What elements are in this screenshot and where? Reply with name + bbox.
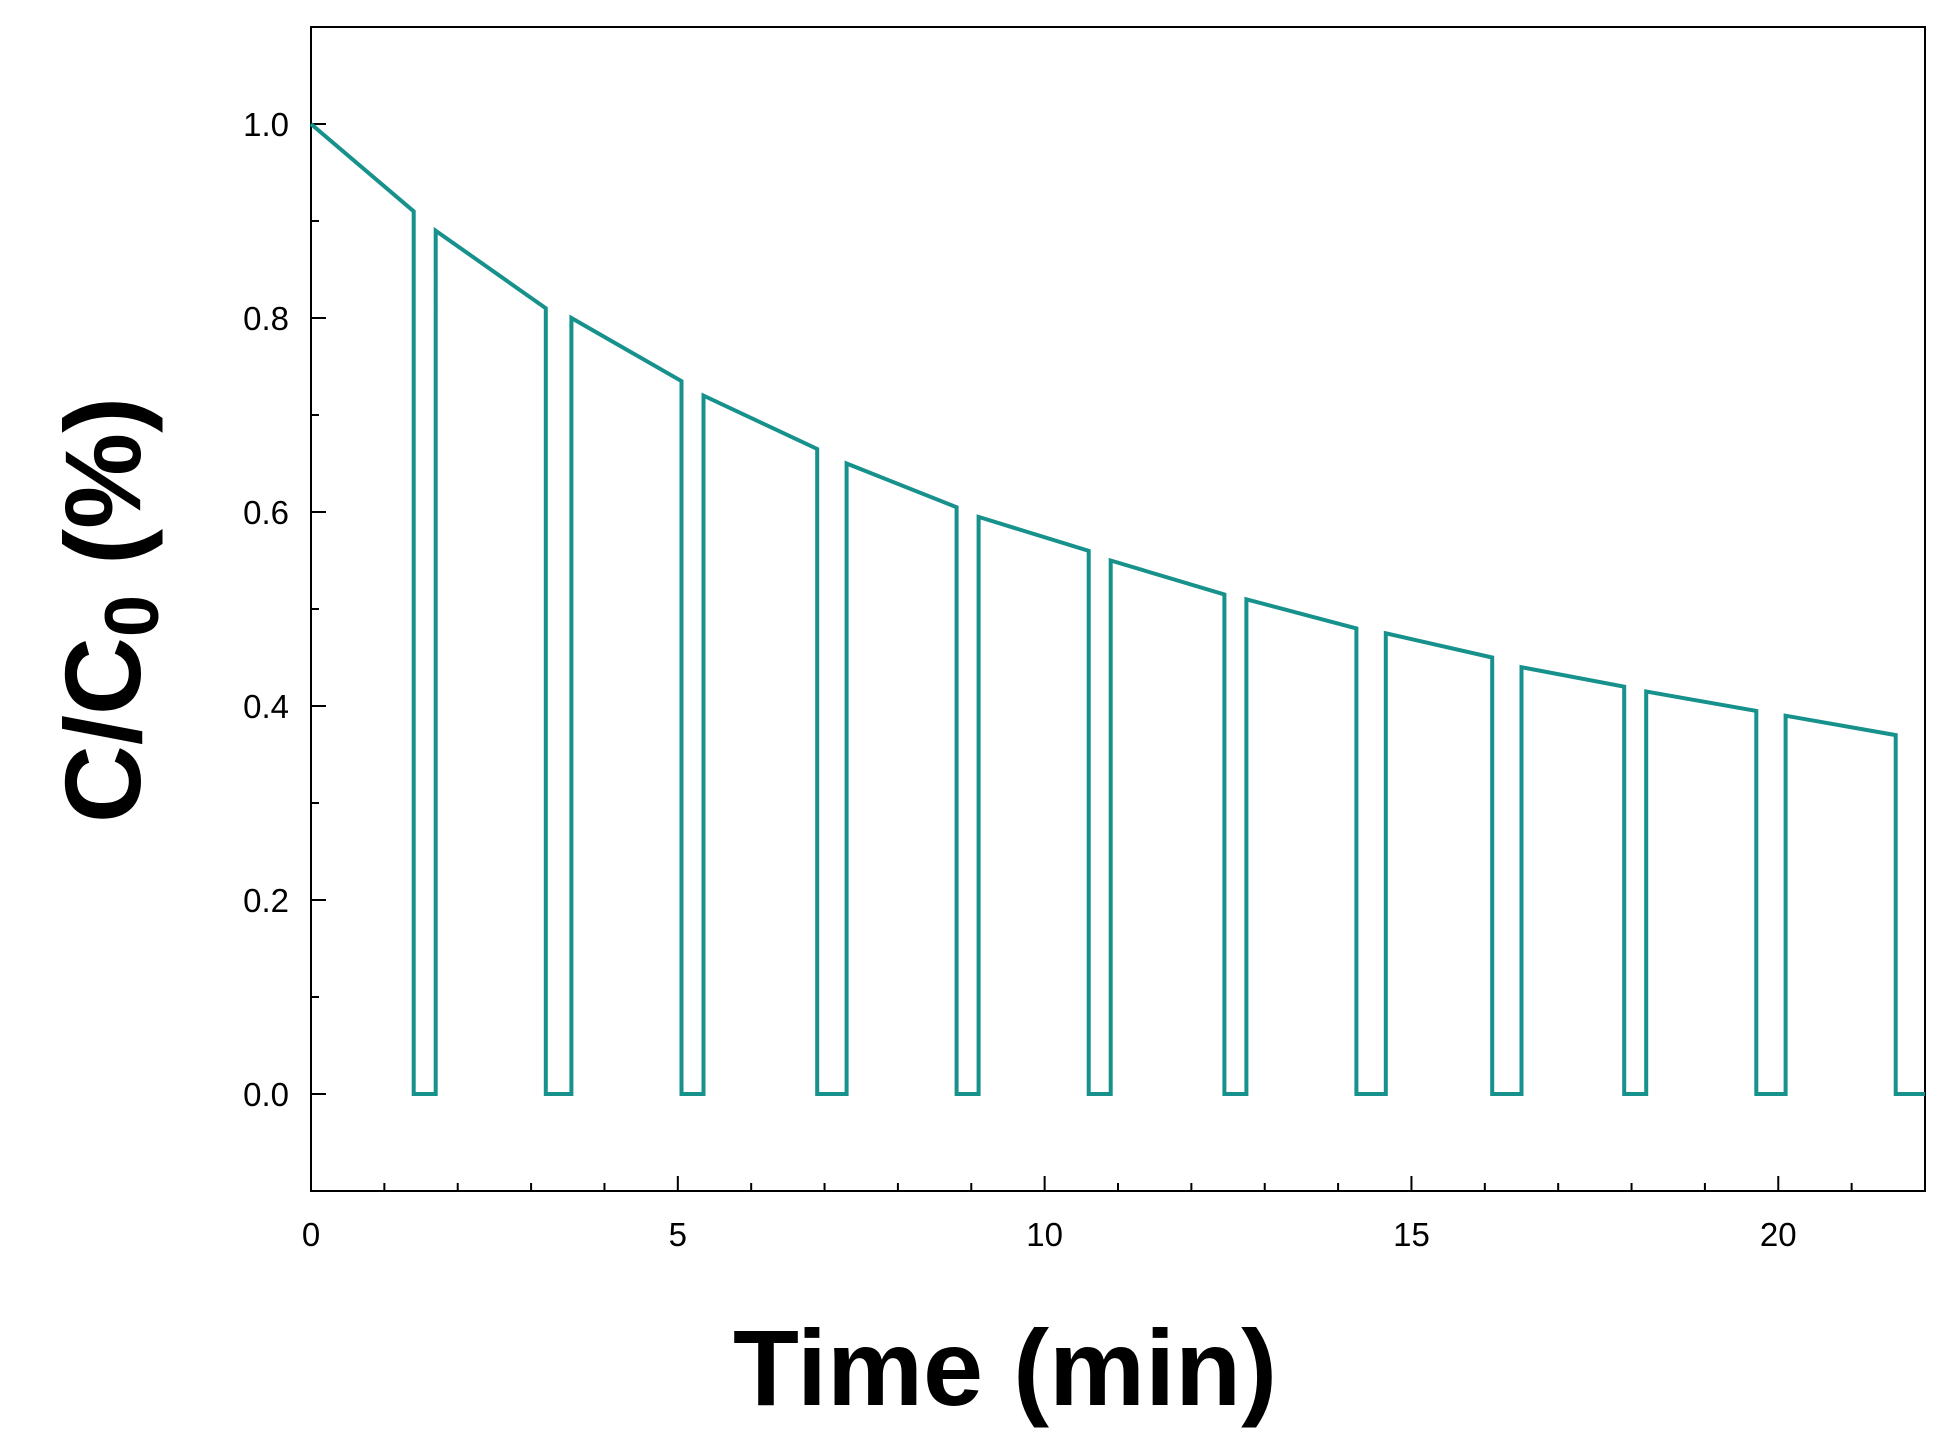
y-tick-label: 1.0 xyxy=(243,106,289,143)
y-tick-label: 0.8 xyxy=(243,300,289,337)
y-axis-title-main: C/C xyxy=(42,637,163,823)
x-tick-label: 10 xyxy=(1026,1216,1063,1253)
y-axis-title-suffix: (%) xyxy=(42,397,163,595)
x-tick-label: 0 xyxy=(302,1216,320,1253)
x-axis-ticks: 0 5 10 15 20 xyxy=(302,1176,1797,1253)
y-tick-label: 0.4 xyxy=(243,688,289,725)
series-line xyxy=(309,122,1925,1096)
y-tick-label: 0.2 xyxy=(243,882,289,919)
x-tick-label: 5 xyxy=(669,1216,687,1253)
x-axis-title: Time (min) xyxy=(733,1307,1277,1428)
minor-ticks xyxy=(311,26,1926,1192)
x-tick-label: 20 xyxy=(1760,1216,1797,1253)
plot-area-frame xyxy=(310,26,1926,1192)
y-axis-title-subscript: 0 xyxy=(90,595,175,637)
y-axis-title: C/C0 (%) xyxy=(42,397,175,823)
y-axis-ticks: 0.0 0.2 0.4 0.6 0.8 1.0 xyxy=(243,106,326,1113)
y-tick-label: 0.0 xyxy=(243,1076,289,1113)
x-tick-label: 15 xyxy=(1393,1216,1430,1253)
y-tick-label: 0.6 xyxy=(243,494,289,531)
